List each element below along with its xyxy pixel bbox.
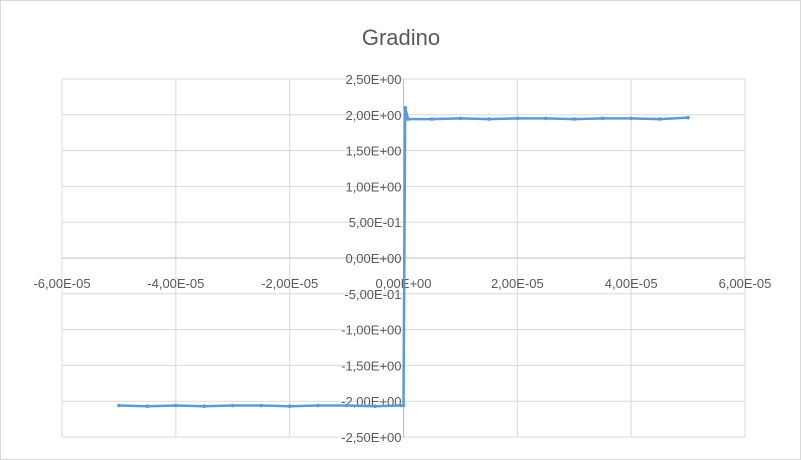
y-tick-label: 2,00E+00 xyxy=(345,108,401,123)
data-point xyxy=(117,403,121,408)
data-point xyxy=(515,116,520,121)
x-tick-label: 6,00E-05 xyxy=(719,276,772,291)
data-point xyxy=(430,117,434,121)
data-point xyxy=(373,404,377,409)
data-point xyxy=(202,404,207,409)
data-point xyxy=(487,117,491,121)
x-tick-label: 2,00E-05 xyxy=(491,276,544,291)
data-point xyxy=(174,403,178,408)
data-point xyxy=(572,117,577,121)
y-tick-label: -2,50E+00 xyxy=(341,430,401,445)
data-point xyxy=(686,115,690,120)
data-point xyxy=(145,404,150,409)
chart-title: Gradino xyxy=(362,25,440,50)
data-point xyxy=(259,403,264,408)
x-tick-label: 4,00E-05 xyxy=(605,276,658,291)
data-point xyxy=(344,403,349,408)
data-point xyxy=(287,404,292,409)
y-tick-label: 0,00E+00 xyxy=(345,251,401,266)
y-tick-label: 2,50E+00 xyxy=(345,72,401,87)
y-tick-label: -5,00E-01 xyxy=(344,287,401,302)
data-point xyxy=(657,117,662,121)
data-point xyxy=(406,117,410,121)
data-point xyxy=(543,116,548,121)
y-tick-label: 5,00E-01 xyxy=(349,215,402,230)
data-point xyxy=(458,116,463,121)
data-point xyxy=(401,403,406,408)
tick-labels: 2,50E+00 2,00E+00 1,50E+00 1,00E+00 5,00E-01… xyxy=(33,72,771,445)
data-point xyxy=(398,403,403,408)
x-tick-label: -4,00E-05 xyxy=(147,276,204,291)
data-point xyxy=(600,116,605,121)
data-point xyxy=(230,403,235,408)
y-tick-label: -1,50E+00 xyxy=(341,358,401,373)
data-point xyxy=(629,116,633,121)
x-tick-label: -2,00E-05 xyxy=(261,276,318,291)
x-tick-label: -6,00E-05 xyxy=(33,276,90,291)
y-tick-label: 1,00E+00 xyxy=(345,179,401,194)
series-line-0 xyxy=(118,106,689,408)
series-layer xyxy=(117,105,690,409)
y-tick-label: 1,50E+00 xyxy=(345,144,401,159)
y-tick-label: -1,00E+00 xyxy=(341,323,401,338)
data-point xyxy=(403,105,408,110)
data-point xyxy=(316,403,320,408)
